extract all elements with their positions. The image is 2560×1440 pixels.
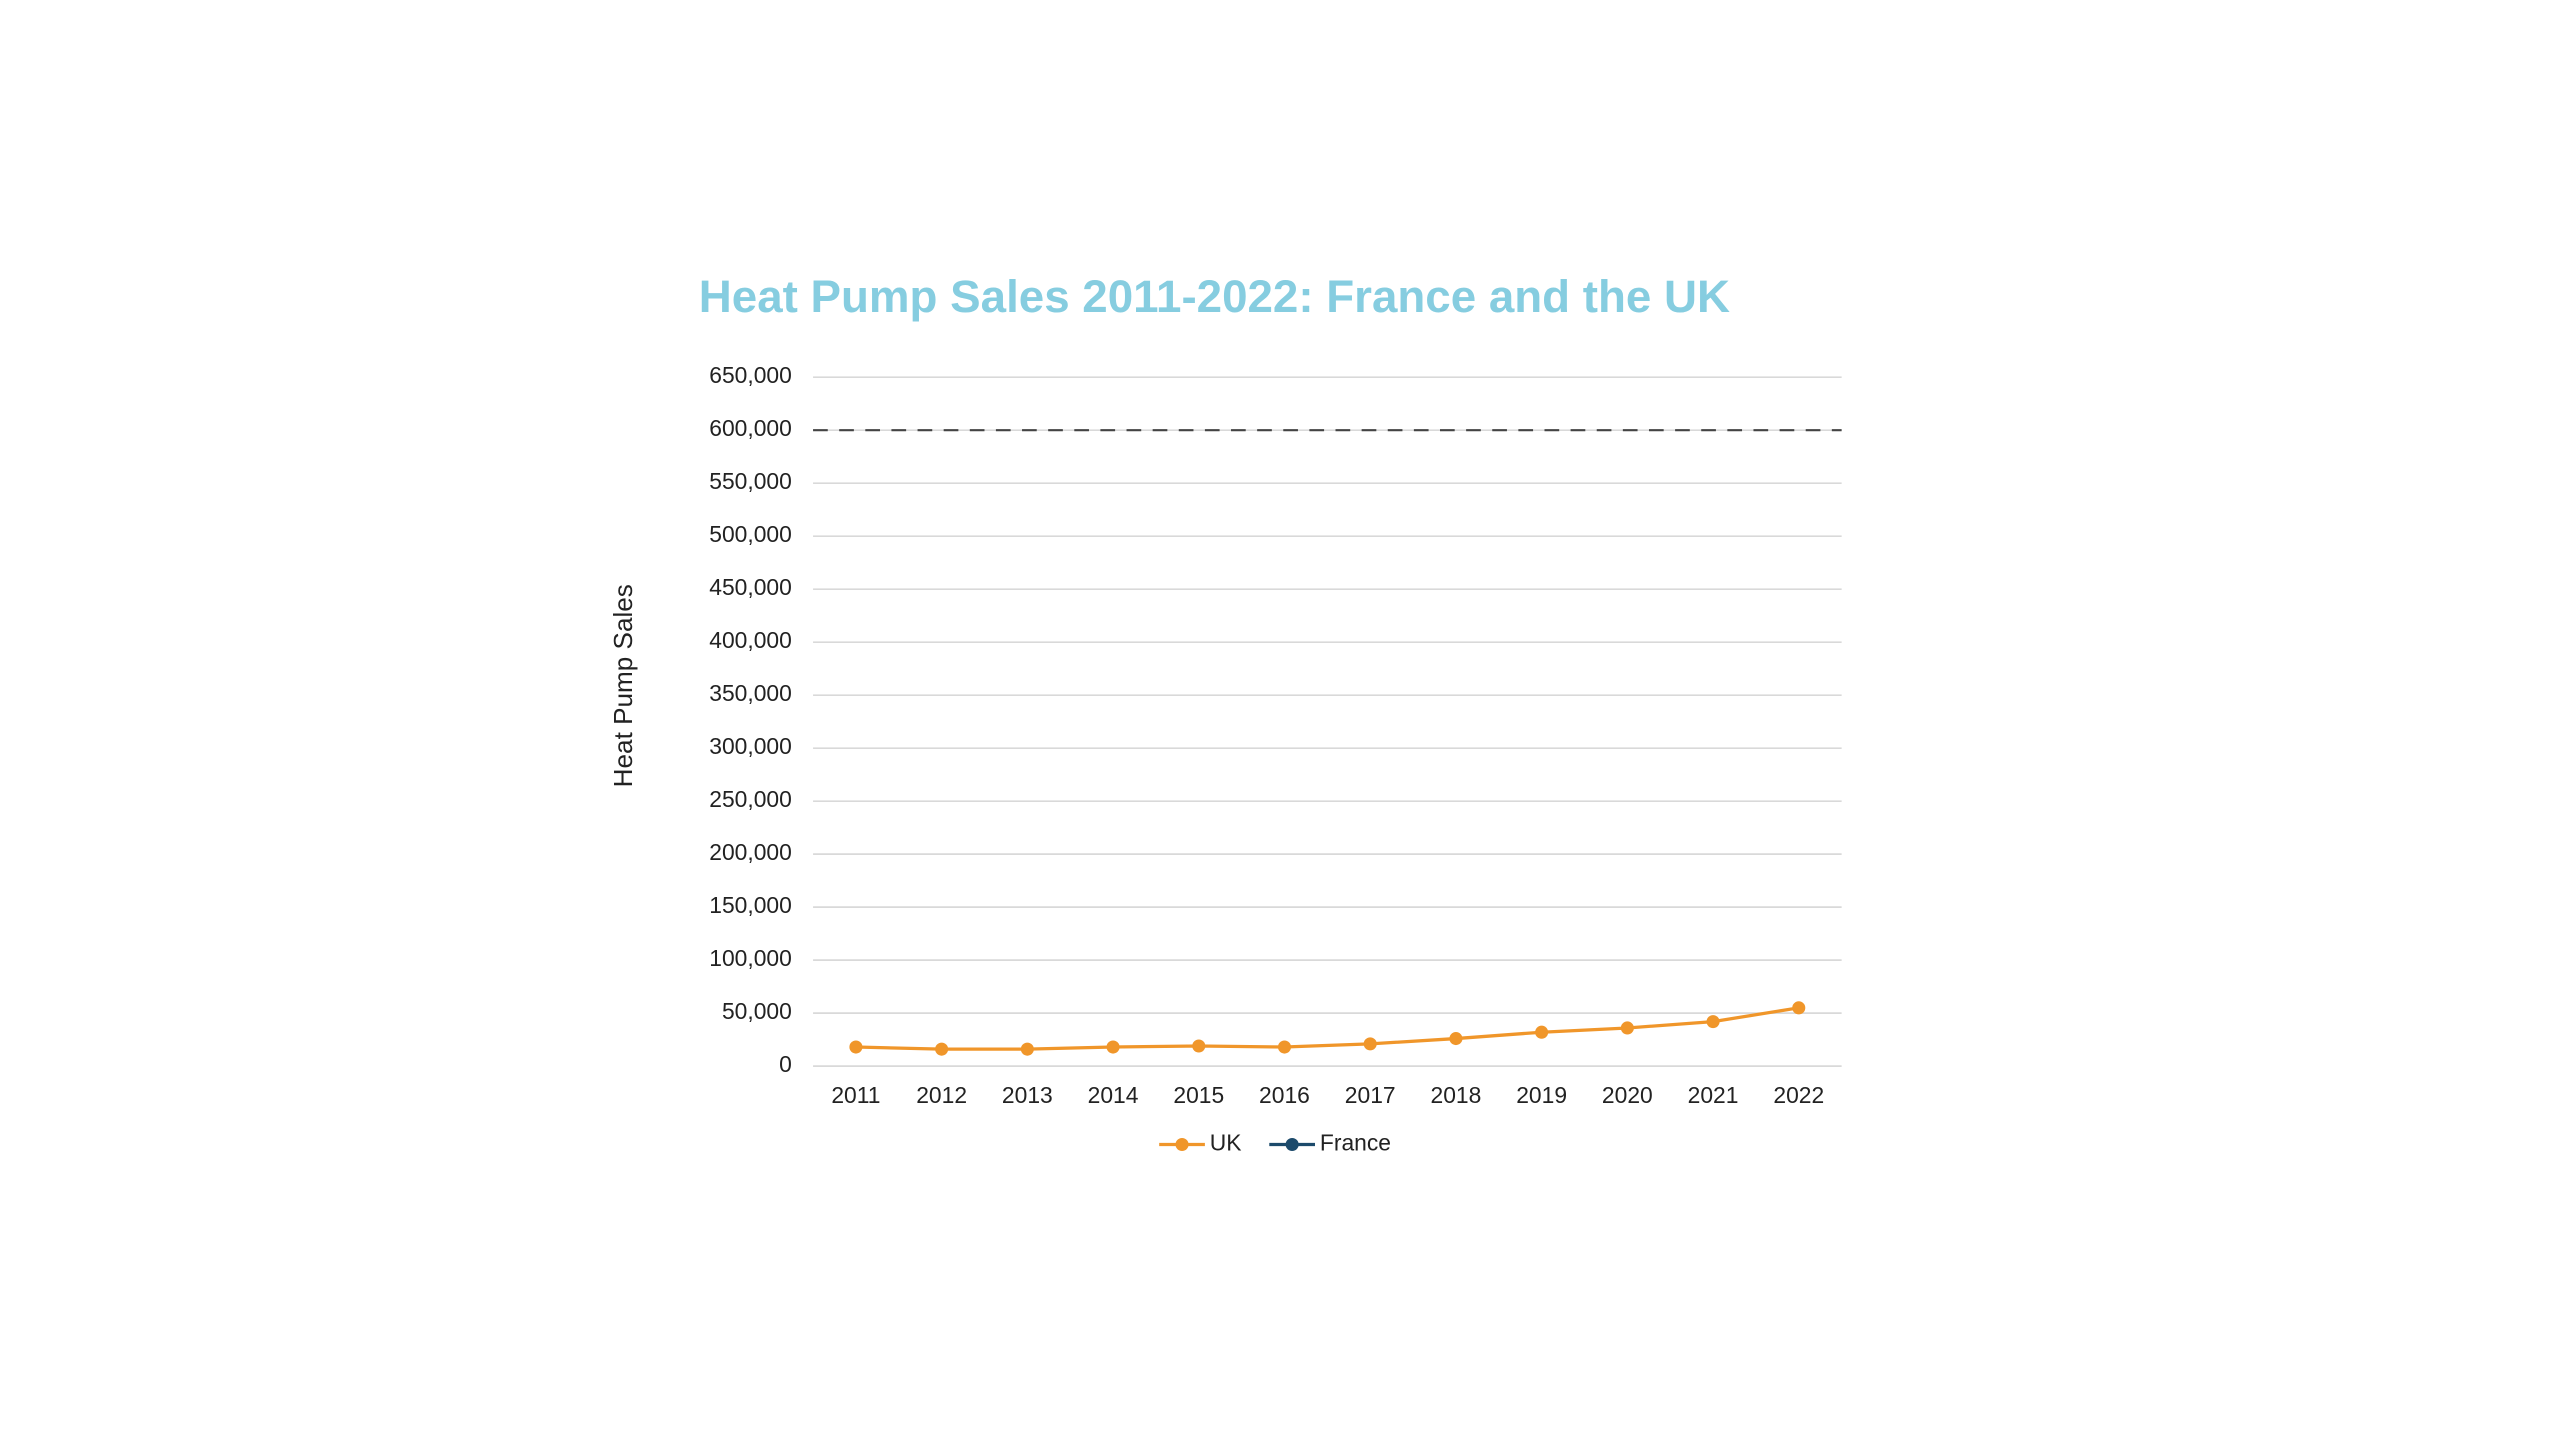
x-tick-label: 2011 bbox=[831, 1082, 880, 1108]
data-point bbox=[1363, 1037, 1377, 1051]
x-tick-label: 2015 bbox=[1173, 1082, 1224, 1108]
y-tick-label: 350,000 bbox=[709, 680, 792, 706]
chart-title: Heat Pump Sales 2011-2022: France and th… bbox=[699, 271, 1730, 322]
x-tick-label: 2016 bbox=[1259, 1082, 1310, 1108]
y-tick-label: 150,000 bbox=[709, 892, 792, 918]
y-tick-label: 550,000 bbox=[709, 468, 792, 494]
x-tick-label: 2012 bbox=[916, 1082, 967, 1108]
series-line bbox=[855, 1006, 1800, 1051]
y-tick-label: 50,000 bbox=[722, 998, 792, 1024]
x-tick-label: 2019 bbox=[1516, 1082, 1567, 1108]
data-point bbox=[1535, 1025, 1549, 1039]
legend-marker bbox=[1175, 1137, 1189, 1152]
data-point bbox=[1706, 1015, 1720, 1029]
y-tick-label: 0 bbox=[779, 1051, 792, 1077]
x-tick-label: 2014 bbox=[1088, 1082, 1139, 1108]
y-tick-label: 400,000 bbox=[709, 627, 792, 653]
y-tick-label: 200,000 bbox=[709, 839, 792, 865]
x-tick-label: 2020 bbox=[1602, 1082, 1653, 1108]
x-tick-label: 2013 bbox=[1002, 1082, 1053, 1108]
data-point bbox=[849, 1040, 863, 1054]
y-tick-label: 450,000 bbox=[709, 574, 792, 600]
data-point bbox=[1106, 1040, 1120, 1054]
legend-marker bbox=[1285, 1137, 1299, 1152]
data-point bbox=[1792, 1001, 1806, 1015]
legend-label: UK bbox=[1210, 1130, 1242, 1156]
y-tick-label: 500,000 bbox=[709, 521, 792, 547]
y-tick-label: 650,000 bbox=[709, 362, 792, 388]
x-tick-label: 2018 bbox=[1431, 1082, 1482, 1108]
data-point bbox=[1277, 1040, 1292, 1054]
data-point bbox=[1449, 1032, 1463, 1046]
data-point bbox=[935, 1042, 949, 1056]
x-tick-label: 2022 bbox=[1773, 1082, 1824, 1108]
x-tick-label: 2017 bbox=[1345, 1082, 1396, 1108]
legend-label: France bbox=[1320, 1130, 1391, 1156]
x-tick-label: 2021 bbox=[1688, 1082, 1739, 1108]
y-axis-label: Heat Pump Sales bbox=[608, 584, 638, 787]
data-point bbox=[1020, 1042, 1034, 1056]
data-point bbox=[1620, 1021, 1634, 1035]
y-tick-label: 250,000 bbox=[709, 786, 792, 812]
data-point bbox=[1192, 1039, 1206, 1053]
y-tick-label: 300,000 bbox=[709, 733, 792, 759]
y-tick-label: 100,000 bbox=[709, 945, 792, 971]
y-tick-label: 600,000 bbox=[709, 415, 792, 441]
